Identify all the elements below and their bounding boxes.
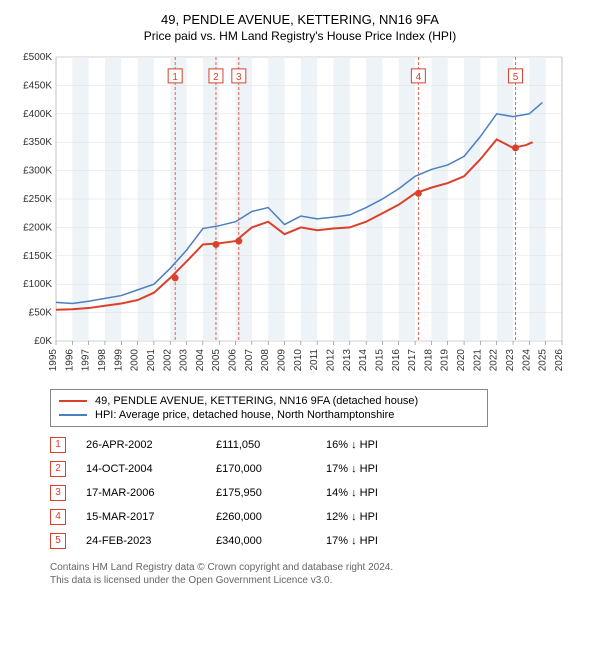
svg-text:1997: 1997: [81, 349, 92, 372]
svg-text:2025: 2025: [538, 349, 549, 372]
svg-text:2022: 2022: [489, 349, 500, 372]
svg-text:2013: 2013: [342, 349, 353, 372]
svg-text:2018: 2018: [423, 349, 434, 372]
sales-table: 1 26-APR-2002£111,05016% ↓ HPI 2 14-OCT-200…: [50, 433, 590, 553]
svg-text:2001: 2001: [146, 349, 157, 372]
sale-badge: 4: [50, 509, 66, 525]
footer-line-2: This data is licensed under the Open Gov…: [50, 574, 590, 587]
svg-text:2006: 2006: [228, 349, 239, 372]
svg-text:2015: 2015: [374, 349, 385, 372]
svg-text:2: 2: [213, 72, 219, 83]
sale-hpi-diff: 17% ↓ HPI: [326, 463, 436, 475]
svg-text:3: 3: [236, 72, 242, 83]
sale-price: £340,000: [216, 535, 326, 547]
chart-title: 49, PENDLE AVENUE, KETTERING, NN16 9FA: [10, 12, 590, 27]
svg-text:1995: 1995: [48, 349, 59, 372]
legend-swatch: [59, 414, 87, 416]
svg-text:2020: 2020: [456, 349, 467, 372]
svg-text:2023: 2023: [505, 349, 516, 372]
attribution: Contains HM Land Registry data © Crown c…: [50, 561, 590, 587]
svg-text:2017: 2017: [407, 349, 418, 372]
sale-row: 3 17-MAR-2006£175,95014% ↓ HPI: [50, 481, 590, 505]
svg-text:£200K: £200K: [23, 222, 52, 233]
svg-text:1998: 1998: [97, 349, 108, 372]
svg-text:£400K: £400K: [23, 109, 52, 120]
svg-text:2014: 2014: [358, 349, 369, 372]
sale-date: 26-APR-2002: [86, 439, 216, 451]
svg-text:2026: 2026: [554, 349, 565, 372]
svg-text:£50K: £50K: [29, 308, 53, 319]
svg-text:2007: 2007: [244, 349, 255, 372]
sale-badge: 1: [50, 437, 66, 453]
sale-row: 5 24-FEB-2023£340,00017% ↓ HPI: [50, 529, 590, 553]
footer-line-1: Contains HM Land Registry data © Crown c…: [50, 561, 590, 574]
svg-text:£350K: £350K: [23, 137, 52, 148]
svg-text:2002: 2002: [162, 349, 173, 372]
legend-item: 49, PENDLE AVENUE, KETTERING, NN16 9FA (…: [59, 394, 479, 408]
sale-price: £111,050: [216, 439, 326, 451]
svg-text:£150K: £150K: [23, 251, 52, 262]
legend-item: HPI: Average price, detached house, Nort…: [59, 408, 479, 422]
sale-date: 14-OCT-2004: [86, 463, 216, 475]
sale-hpi-diff: 16% ↓ HPI: [326, 439, 436, 451]
legend-swatch: [59, 400, 87, 402]
svg-text:2016: 2016: [391, 349, 402, 372]
sale-price: £175,950: [216, 487, 326, 499]
sale-row: 1 26-APR-2002£111,05016% ↓ HPI: [50, 433, 590, 457]
svg-text:1: 1: [172, 72, 178, 83]
svg-text:2019: 2019: [440, 349, 451, 372]
svg-text:£450K: £450K: [23, 80, 52, 91]
svg-text:2021: 2021: [472, 349, 483, 372]
svg-text:2010: 2010: [293, 349, 304, 372]
svg-text:£100K: £100K: [23, 279, 52, 290]
svg-text:2009: 2009: [277, 349, 288, 372]
svg-text:2012: 2012: [325, 349, 336, 372]
svg-text:2005: 2005: [211, 349, 222, 372]
svg-text:£500K: £500K: [23, 52, 52, 63]
sale-price: £170,000: [216, 463, 326, 475]
sale-row: 4 15-MAR-2017£260,00012% ↓ HPI: [50, 505, 590, 529]
chart-subtitle: Price paid vs. HM Land Registry's House …: [10, 29, 590, 43]
svg-text:2008: 2008: [260, 349, 271, 372]
svg-text:4: 4: [416, 72, 422, 83]
svg-text:2004: 2004: [195, 349, 206, 372]
legend-label: 49, PENDLE AVENUE, KETTERING, NN16 9FA (…: [95, 395, 418, 407]
sale-date: 24-FEB-2023: [86, 535, 216, 547]
sale-row: 2 14-OCT-2004£170,00017% ↓ HPI: [50, 457, 590, 481]
svg-text:1996: 1996: [64, 349, 75, 372]
sale-badge: 2: [50, 461, 66, 477]
sale-hpi-diff: 14% ↓ HPI: [326, 487, 436, 499]
sale-date: 17-MAR-2006: [86, 487, 216, 499]
svg-text:£250K: £250K: [23, 194, 52, 205]
svg-text:1999: 1999: [113, 349, 124, 372]
svg-text:2024: 2024: [521, 349, 532, 372]
legend-label: HPI: Average price, detached house, Nort…: [95, 409, 394, 421]
svg-text:£300K: £300K: [23, 166, 52, 177]
svg-text:2003: 2003: [179, 349, 190, 372]
svg-text:£0K: £0K: [34, 336, 52, 347]
sale-hpi-diff: 12% ↓ HPI: [326, 511, 436, 523]
sale-date: 15-MAR-2017: [86, 511, 216, 523]
svg-text:2000: 2000: [130, 349, 141, 372]
sale-hpi-diff: 17% ↓ HPI: [326, 535, 436, 547]
sale-badge: 3: [50, 485, 66, 501]
sale-badge: 5: [50, 533, 66, 549]
svg-text:5: 5: [513, 72, 519, 83]
price-chart: £0K £50K £100K £150K £200K £250K £300K £350K £40…: [10, 51, 590, 381]
sale-price: £260,000: [216, 511, 326, 523]
legend: 49, PENDLE AVENUE, KETTERING, NN16 9FA (…: [50, 389, 488, 427]
svg-text:2011: 2011: [309, 349, 320, 371]
